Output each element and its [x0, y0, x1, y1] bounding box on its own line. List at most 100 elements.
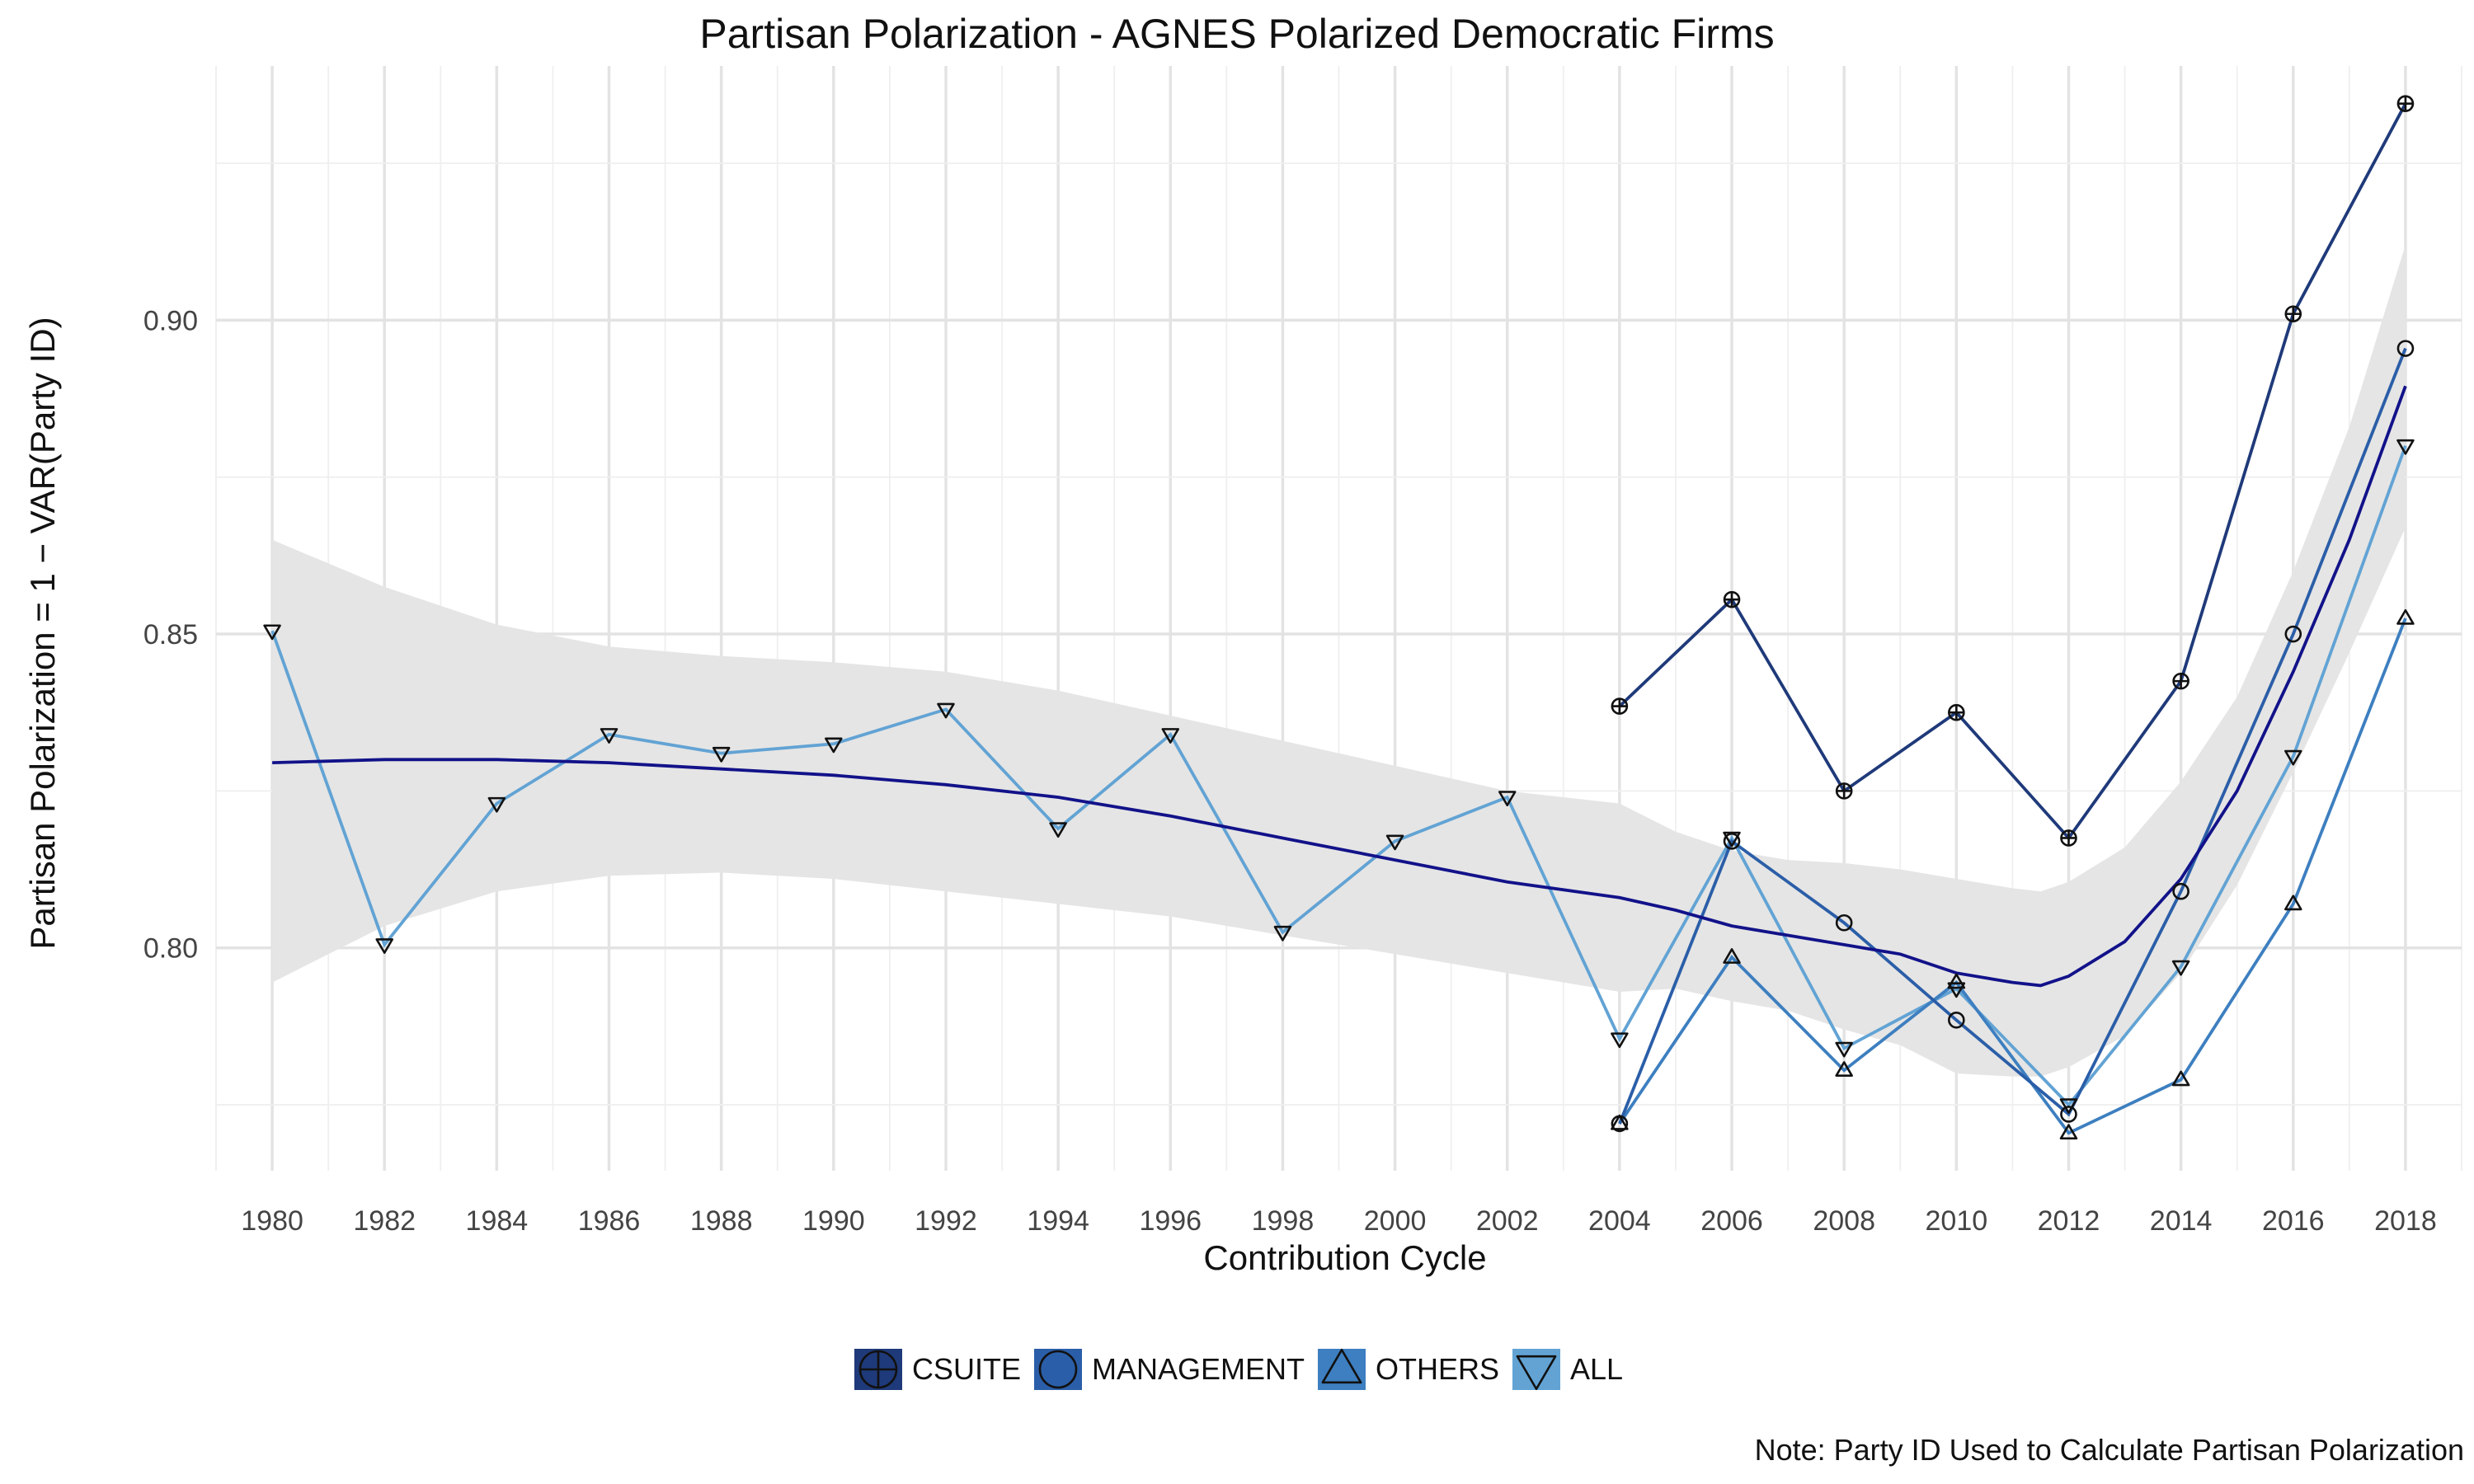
data-point-shape	[2284, 895, 2302, 911]
data-point	[1835, 1041, 1853, 1058]
data-point	[2060, 829, 2077, 847]
data-point-shape	[1723, 832, 1741, 850]
series-markers-csuite	[1611, 95, 2415, 847]
x-tick-label: 1992	[915, 1205, 977, 1237]
x-tick-label: 2012	[2038, 1205, 2100, 1237]
data-point-shape	[600, 728, 618, 744]
x-tick-label: 1996	[1139, 1205, 1202, 1237]
data-point	[1835, 1061, 1853, 1077]
legend-swatch	[1512, 1349, 1560, 1390]
legend: CSUITE MANAGEMENT OTHERS ALL	[0, 1345, 2474, 1393]
data-point-shape	[2396, 340, 2415, 357]
data-point-shape	[1835, 913, 1853, 932]
data-point	[1611, 1115, 1629, 1133]
legend-item-all: ALL	[1509, 1345, 1623, 1393]
x-tick-label: 1980	[241, 1205, 303, 1237]
y-tick-label: 0.90	[143, 305, 198, 336]
legend-symbol	[1038, 1350, 1078, 1389]
x-tick-label: 1998	[1252, 1205, 1315, 1237]
x-tick-label: 2002	[1476, 1205, 1539, 1237]
data-point	[600, 728, 618, 744]
data-point	[1948, 1011, 1965, 1029]
legend-symbol	[858, 1350, 898, 1389]
data-point	[2396, 439, 2415, 455]
series-markers-others	[1611, 608, 2415, 1140]
data-point	[2171, 960, 2190, 976]
data-point	[1611, 1114, 1629, 1130]
data-point-shape	[2171, 960, 2190, 976]
data-point	[2172, 672, 2189, 690]
data-point-shape	[2059, 1124, 2078, 1140]
x-tick-label: 2000	[1364, 1205, 1427, 1237]
legend-label: CSUITE	[911, 1352, 1021, 1386]
data-point-shape	[1835, 1061, 1853, 1077]
data-point-shape	[375, 938, 393, 954]
data-point	[1723, 590, 1741, 608]
legend-label: MANAGEMENT	[1091, 1352, 1305, 1386]
data-point	[2059, 1124, 2078, 1140]
data-point	[2284, 749, 2302, 766]
data-point	[1723, 832, 1741, 850]
data-point-shape	[1273, 925, 1292, 942]
data-point	[375, 938, 393, 954]
data-point	[2060, 1106, 2077, 1123]
x-axis-label: Contribution Cycle	[1203, 1238, 1487, 1277]
legend-item-management: MANAGEMENT	[1031, 1345, 1305, 1393]
data-point	[712, 746, 731, 763]
data-point-shape	[825, 737, 843, 754]
trend-line	[272, 385, 2407, 988]
data-point	[937, 702, 955, 719]
data-point-shape	[1723, 948, 1741, 964]
data-point-shape	[1947, 982, 1966, 998]
data-point-shape	[1498, 791, 1517, 807]
y-tick-label: 0.80	[143, 933, 198, 965]
data-point-shape	[2284, 749, 2302, 766]
data-point	[1385, 834, 1404, 851]
data-point-shape	[2396, 608, 2415, 625]
data-point-shape	[263, 624, 281, 641]
data-point	[2284, 625, 2302, 643]
data-point-shape	[487, 796, 506, 813]
data-point-shape	[712, 746, 731, 763]
x-tick-label: 1988	[690, 1205, 753, 1237]
series-line-others	[1618, 618, 2407, 1135]
x-tick-label: 1994	[1027, 1205, 1089, 1237]
data-point	[2172, 882, 2189, 900]
data-point	[2059, 1098, 2078, 1115]
data-point-shape	[1947, 973, 1966, 989]
x-tick-label: 1984	[466, 1205, 529, 1237]
data-point-shape	[1611, 1114, 1629, 1130]
data-point	[1948, 703, 1965, 721]
data-point	[1835, 913, 1853, 932]
data-point	[2396, 95, 2415, 112]
data-point	[1947, 973, 1966, 989]
legend-key-csuite	[854, 1349, 902, 1390]
legend-swatch	[1033, 1349, 1082, 1390]
legend-symbol	[1516, 1355, 1557, 1391]
x-tick-label: 2018	[2374, 1205, 2437, 1237]
data-point-shape	[2396, 439, 2415, 455]
data-point-shape	[1161, 728, 1180, 744]
data-point	[487, 796, 506, 813]
data-point	[1049, 822, 1067, 838]
data-point-shape	[1385, 834, 1404, 851]
data-point	[1161, 728, 1180, 744]
x-tick-label: 2014	[2150, 1205, 2213, 1237]
chart-title: Partisan Polarization - AGNES Polarized …	[699, 11, 1775, 57]
data-point	[263, 624, 281, 641]
data-point-shape	[1611, 1115, 1629, 1133]
legend-item-others: OTHERS	[1315, 1345, 1499, 1393]
x-tick-label: 2008	[1813, 1205, 1875, 1237]
legend-symbol-shape	[1038, 1350, 1078, 1389]
x-tick-label: 2010	[1926, 1205, 1988, 1237]
legend-key-all	[1512, 1349, 1560, 1391]
legend-key-others	[1317, 1348, 1366, 1390]
x-tick-label: 2016	[2262, 1205, 2325, 1237]
data-point	[1723, 948, 1741, 964]
series-markers-management	[1611, 340, 2415, 1133]
data-point-shape	[2284, 625, 2302, 643]
data-point-shape	[1611, 1032, 1629, 1049]
data-point	[825, 737, 843, 754]
